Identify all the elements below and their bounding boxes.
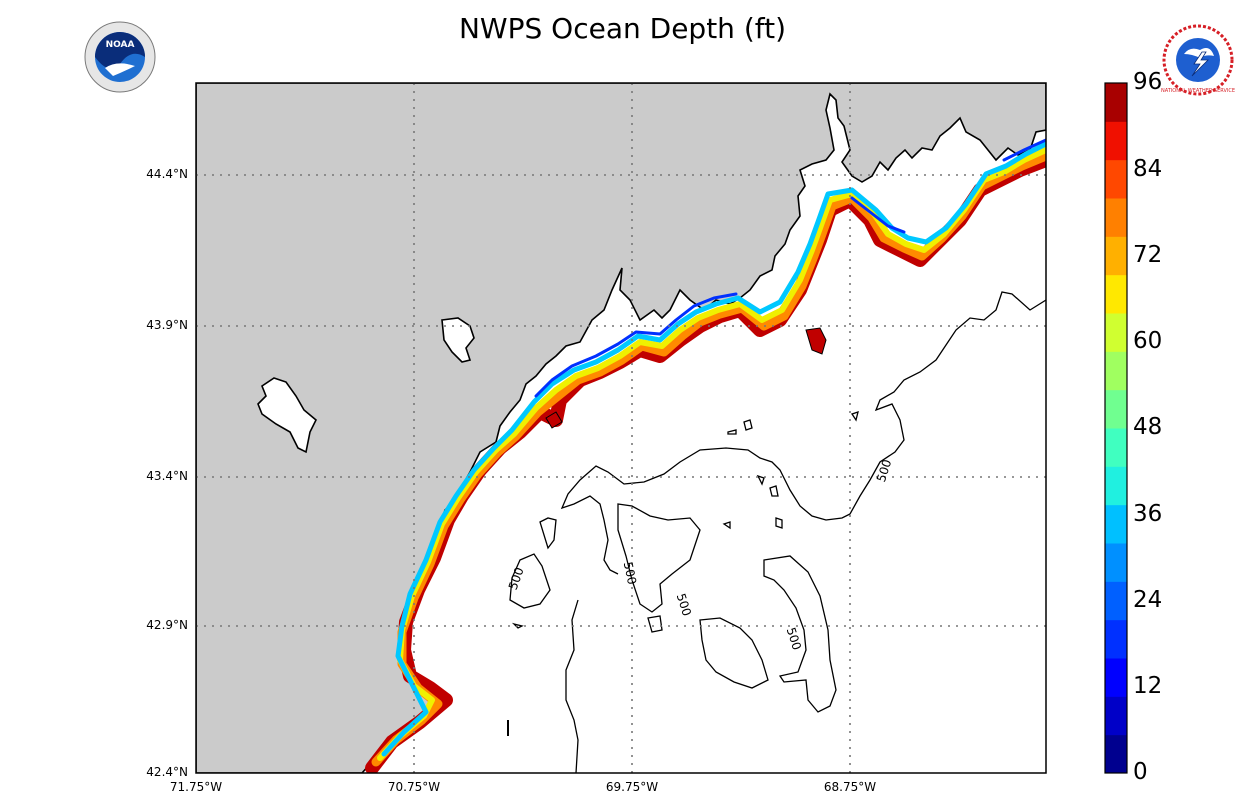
colorbar-segment	[1105, 466, 1127, 506]
depth-band	[365, 138, 1046, 773]
contour-label: 500	[621, 561, 639, 586]
lat-label: 43.9°N	[146, 318, 188, 332]
colorbar-segment	[1105, 619, 1127, 659]
colorbar-tick: 96	[1133, 69, 1163, 95]
colorbar-tick: 36	[1133, 501, 1163, 527]
map-frame	[195, 82, 1047, 774]
colorbar-tick: 48	[1133, 414, 1163, 440]
colorbar-segment	[1105, 83, 1127, 122]
colorbar-segment	[1105, 428, 1127, 467]
colorbar-segment	[1105, 734, 1127, 774]
noaa-logo: NOAA	[84, 21, 156, 93]
contour-label: 500	[784, 626, 804, 652]
lon-label: 68.75°W	[823, 780, 877, 794]
nws-logo: NATIONAL WEATHER SERVICE	[1161, 24, 1235, 96]
depth-contours	[507, 291, 1046, 773]
offshore-island	[545, 411, 563, 429]
colorbar-segment	[1105, 351, 1127, 391]
colorbar-tick: 0	[1133, 759, 1148, 785]
contour-label: 500	[874, 458, 894, 484]
gridlines	[196, 83, 1046, 773]
lon-label: 69.75°W	[605, 780, 659, 794]
colorbar-segment	[1105, 121, 1127, 161]
colorbar-tick: 72	[1133, 242, 1163, 268]
colorbar-segment	[1105, 198, 1127, 237]
colorbar-segment	[1105, 274, 1127, 314]
colorbar-segment	[1105, 696, 1127, 736]
colorbar-tick: 84	[1133, 156, 1163, 182]
colorbar-segment	[1105, 581, 1127, 621]
colorbar-tick: 12	[1133, 673, 1163, 699]
lake	[441, 317, 475, 363]
noaa-logo-text: NOAA	[106, 40, 135, 50]
lon-label: 71.75°W	[169, 780, 223, 794]
offshore-island	[805, 327, 827, 355]
map-area: 500 500 500 500 500	[196, 83, 1046, 773]
colorbar-segment	[1105, 658, 1127, 697]
colorbar-tick: 24	[1133, 587, 1163, 613]
lat-label: 43.4°N	[146, 469, 188, 483]
colorbar-segment	[1105, 504, 1127, 544]
nws-logo-text: NATIONAL WEATHER SERVICE	[1161, 88, 1235, 94]
colorbar-frame	[1104, 82, 1128, 774]
map-title: NWPS Ocean Depth (ft)	[458, 12, 787, 45]
colorbar	[1105, 83, 1127, 774]
colorbar-tick: 60	[1133, 328, 1163, 354]
contour-label: 500	[674, 592, 694, 618]
colorbar-segment	[1105, 236, 1127, 276]
colorbar-segment	[1105, 313, 1127, 352]
lat-label: 44.4°N	[146, 167, 188, 181]
lat-label: 42.9°N	[146, 618, 188, 632]
lat-label: 42.4°N	[146, 765, 188, 779]
colorbar-segment	[1105, 543, 1127, 582]
colorbar-segment	[1105, 389, 1127, 429]
lake	[257, 377, 317, 454]
lon-label: 70.75°W	[387, 780, 441, 794]
colorbar-segment	[1105, 159, 1127, 199]
